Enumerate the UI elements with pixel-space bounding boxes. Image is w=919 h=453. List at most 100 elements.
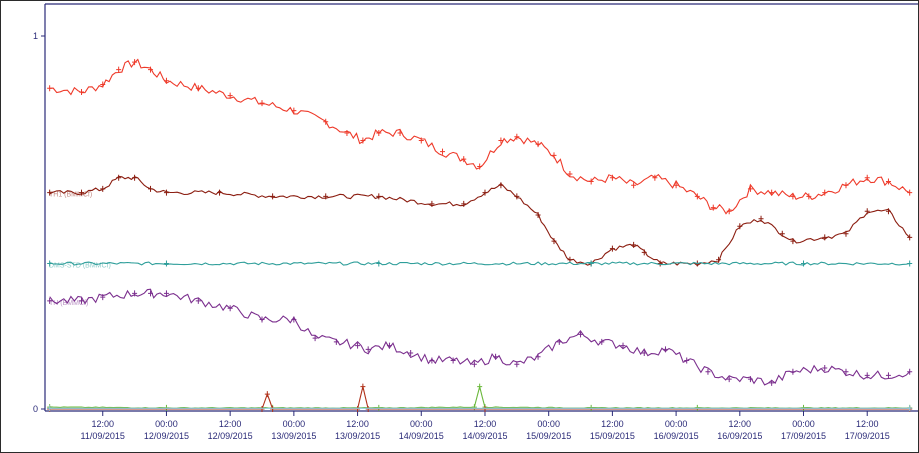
data-point (344, 129, 350, 136)
data-point (758, 215, 764, 222)
data-point (747, 185, 753, 192)
series-name-label: TH (BMMCf) (49, 300, 88, 307)
data-point (471, 361, 477, 368)
data-point (726, 376, 732, 383)
data-point (662, 346, 668, 353)
data-point (195, 85, 201, 92)
data-point (227, 305, 233, 312)
data-point (673, 182, 679, 189)
data-point (100, 185, 106, 192)
x-tick-date: 15/09/2015 (526, 431, 571, 441)
data-point (620, 342, 626, 349)
y-tick-label: 0 (33, 404, 38, 414)
data-point (227, 92, 233, 99)
data-point (47, 189, 53, 196)
data-point (843, 230, 849, 237)
data-point (100, 81, 106, 88)
x-tick-date: 12/09/2015 (144, 431, 189, 441)
data-point (864, 174, 870, 181)
data-point (148, 66, 154, 73)
data-point (907, 260, 913, 267)
data-point (684, 357, 690, 364)
data-point (907, 405, 913, 412)
data-point (493, 353, 499, 360)
series-line (49, 175, 911, 267)
x-tick-date: 16/09/2015 (717, 431, 762, 441)
data-point (47, 297, 53, 304)
data-point (408, 350, 414, 357)
data-point (790, 238, 796, 245)
data-point (482, 406, 488, 412)
x-tick-time: 12:00 (91, 419, 114, 429)
data-point (195, 297, 201, 304)
data-point (864, 372, 870, 379)
data-point (885, 178, 891, 185)
data-point (461, 200, 467, 207)
data-point (312, 335, 318, 342)
data-point (790, 193, 796, 200)
data-point (333, 338, 339, 345)
data-point (864, 208, 870, 215)
data-point (440, 148, 446, 155)
data-point (376, 193, 382, 200)
data-point (609, 174, 615, 181)
data-point (355, 406, 361, 412)
data-point (148, 290, 154, 297)
x-tick-date: 17/09/2015 (781, 431, 826, 441)
series-line (49, 386, 910, 410)
x-tick-date: 14/09/2015 (399, 431, 444, 441)
data-point (514, 193, 520, 200)
data-point (100, 294, 106, 301)
data-point (885, 372, 891, 379)
data-point (710, 204, 716, 211)
x-ticks: 12:00 11/09/2015 00:00 12/09/2015 12:00 12/09… (81, 411, 890, 441)
data-point (163, 290, 169, 297)
data-point (264, 391, 270, 398)
data-point (641, 350, 647, 357)
x-tick-date: 14/09/2015 (462, 431, 507, 441)
data-point (790, 368, 796, 375)
data-point (259, 316, 265, 323)
data-point (551, 238, 557, 245)
data-point (450, 357, 456, 364)
x-tick-date: 17/09/2015 (845, 431, 890, 441)
data-point (429, 357, 435, 364)
data-point (535, 353, 541, 360)
data-point (79, 297, 85, 304)
data-point (148, 185, 154, 192)
data-point (461, 156, 467, 163)
x-tick-date: 13/09/2015 (335, 431, 380, 441)
x-tick-time: 12:00 (856, 419, 879, 429)
data-point (132, 174, 138, 181)
x-tick-date: 13/09/2015 (271, 431, 316, 441)
data-point (163, 77, 169, 84)
data-point (822, 364, 828, 371)
data-point (323, 118, 329, 125)
data-point (259, 100, 265, 107)
data-point (769, 379, 775, 386)
data-point (477, 163, 483, 170)
x-tick-date: 11/09/2015 (81, 431, 125, 441)
x-tick-time: 00:00 (665, 419, 688, 429)
data-point (551, 152, 557, 159)
data-point (769, 189, 775, 196)
data-point (694, 193, 700, 200)
x-tick-date: 15/09/2015 (590, 431, 635, 441)
x-tick-time: 12:00 (346, 419, 369, 429)
data-point (779, 230, 785, 237)
data-point (737, 223, 743, 230)
data-point (79, 88, 85, 95)
y-ticks: 01 (33, 31, 45, 414)
series-name-label: TH1 (BMMCf) (49, 192, 92, 199)
data-point (482, 189, 488, 196)
data-point (498, 182, 504, 189)
series-labels: TH1 (BMMCf) DMS-STD (BMMCf) TH (BMMCf) (49, 192, 111, 307)
data-point (365, 346, 371, 353)
data-point (567, 171, 573, 178)
data-point (376, 260, 382, 267)
data-point (631, 241, 637, 248)
series-line (49, 288, 911, 386)
data-point (360, 137, 366, 144)
